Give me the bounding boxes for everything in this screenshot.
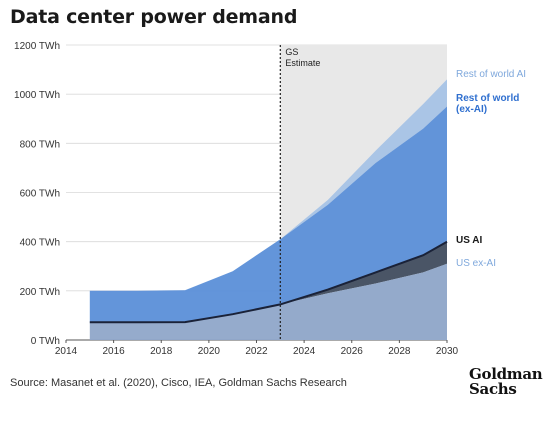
goldman-sachs-logo: Goldman Sachs xyxy=(469,365,543,398)
y-axis: 0 TWh 200 TWh 400 TWh 600 TWh 800 TWh 1000 TW… xyxy=(14,41,60,347)
x-tick-label: 2026 xyxy=(341,346,364,357)
x-tick-label: 2022 xyxy=(245,346,268,357)
y-tick-label: 1200 TWh xyxy=(14,41,60,52)
page-title: Data center power demand xyxy=(10,6,298,28)
area-us-ex-ai xyxy=(89,263,448,340)
series-label: Rest of world (ex-AI) xyxy=(456,93,519,115)
series-label: Rest of world AI xyxy=(456,69,526,80)
x-tick-label: 2028 xyxy=(388,346,411,357)
series-label: US AI xyxy=(456,235,483,246)
power-demand-chart: GS Estimate 0 TWh 200 TWh 400 TWh 600 TWh 80… xyxy=(14,41,526,357)
x-tick-label: 2014 xyxy=(55,346,78,357)
chart-areas xyxy=(89,79,448,340)
y-tick-label: 600 TWh xyxy=(20,189,60,200)
series-label: US ex-AI xyxy=(456,258,496,269)
source-note: Source: Masanet et al. (2020), Cisco, IE… xyxy=(10,377,347,389)
y-tick-label: 400 TWh xyxy=(20,238,60,249)
y-tick-label: 800 TWh xyxy=(20,139,60,150)
area-us-ai xyxy=(89,241,448,323)
series-labels: Rest of world AI Rest of world (ex-AI) US A… xyxy=(456,69,526,269)
y-tick-label: 200 TWh xyxy=(20,287,60,298)
logo-line: Goldman xyxy=(469,365,543,383)
series-label-line: Rest of world xyxy=(456,93,519,104)
x-tick-label: 2016 xyxy=(103,346,126,357)
series-label-line: (ex-AI) xyxy=(456,104,487,115)
us-total-line xyxy=(89,240,448,324)
estimate-label: Estimate xyxy=(285,58,320,68)
x-tick-label: 2024 xyxy=(293,346,316,357)
area-rest-of-world-ex-ai- xyxy=(89,106,448,323)
y-tick-label: 0 TWh xyxy=(31,336,60,347)
x-axis: 2014 2016 2018 2020 2022 2024 2026 2028 2030 xyxy=(55,340,459,357)
y-tick-label: 1000 TWh xyxy=(14,90,60,101)
estimate-label: GS xyxy=(285,47,298,57)
logo-line: Sachs xyxy=(469,380,517,398)
x-tick-label: 2018 xyxy=(150,346,173,357)
x-tick-label: 2020 xyxy=(198,346,221,357)
x-tick-label: 2030 xyxy=(436,346,459,357)
